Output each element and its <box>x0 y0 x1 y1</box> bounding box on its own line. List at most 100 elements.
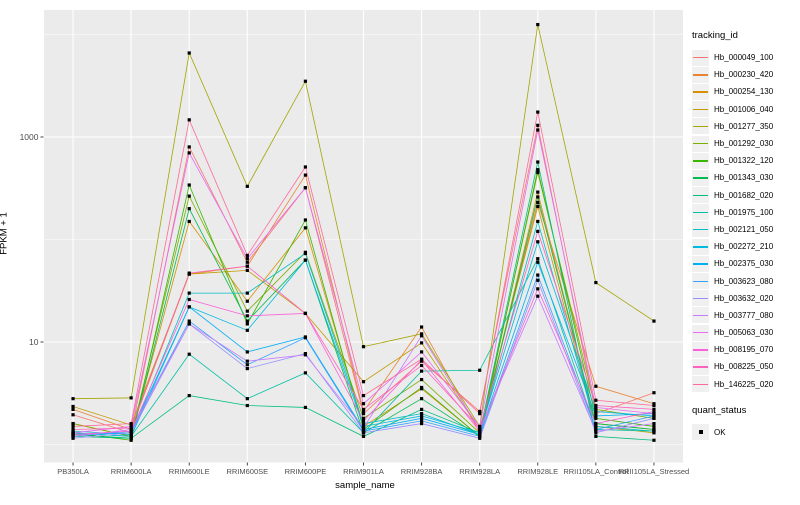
data-point <box>245 253 249 257</box>
legend-key <box>692 376 709 393</box>
legend-item-Hb_001292_030: Hb_001292_030 <box>692 135 798 152</box>
data-point <box>303 311 308 316</box>
data-point <box>652 421 656 426</box>
legend-key <box>692 187 709 204</box>
legend-item-Hb_000049_100: Hb_000049_100 <box>692 49 798 66</box>
data-point <box>187 207 191 211</box>
data-point <box>303 405 308 410</box>
legend-item-quant-OK: OK <box>692 424 798 441</box>
data-point <box>419 369 424 373</box>
legend-title-quant-status: quant_status <box>692 404 747 416</box>
data-point <box>245 291 249 295</box>
data-point <box>652 431 656 435</box>
data-point <box>419 421 424 426</box>
legend-key <box>692 101 709 118</box>
data-point <box>245 184 249 188</box>
data-point <box>303 336 308 340</box>
legend-line-swatch <box>693 332 708 334</box>
data-point <box>245 309 249 313</box>
legend-item-Hb_000230_420: Hb_000230_420 <box>692 66 798 83</box>
legend-item-Hb_003632_020: Hb_003632_020 <box>692 290 798 307</box>
data-point <box>594 421 598 426</box>
legend-line-swatch <box>693 194 708 196</box>
data-point <box>245 397 249 401</box>
legend-panel: tracking_id Hb_000049_100 Hb_000230_420 Hb… <box>692 30 798 441</box>
data-point <box>536 170 540 175</box>
data-point <box>594 414 598 418</box>
data-point <box>245 268 249 272</box>
x-tick-label: RRII105LA_Stressed <box>619 467 689 476</box>
data-point <box>187 297 191 302</box>
data-point <box>419 397 424 401</box>
data-point <box>303 173 308 177</box>
data-point <box>594 431 598 435</box>
data-point <box>303 218 308 222</box>
data-point <box>419 325 424 329</box>
legend-item-label: Hb_002121_050 <box>714 224 774 234</box>
data-point <box>187 393 191 398</box>
legend-item-label: Hb_001682_020 <box>714 190 774 200</box>
data-point <box>478 412 482 416</box>
legend-line-swatch <box>693 91 708 93</box>
data-point <box>594 427 598 432</box>
data-point <box>536 168 540 172</box>
data-point <box>71 404 75 409</box>
legend-item-label: Hb_001277_350 <box>714 121 774 131</box>
data-point <box>245 328 249 332</box>
legend-key <box>692 290 709 307</box>
data-point <box>536 160 540 164</box>
x-tick-label: RRIM901LA <box>343 467 384 476</box>
legend-item-Hb_003777_080: Hb_003777_080 <box>692 307 798 324</box>
data-point <box>187 305 191 309</box>
legend-line-swatch <box>693 125 708 128</box>
data-point <box>478 432 482 437</box>
legend-line-swatch <box>693 280 708 282</box>
data-point <box>478 434 482 438</box>
data-point <box>478 409 482 414</box>
data-point <box>245 359 249 363</box>
legend-item-label: Hb_000230_420 <box>714 70 774 80</box>
x-axis-title: sample_name <box>335 480 395 491</box>
data-point <box>361 434 366 438</box>
legend-tracking-items: Hb_000049_100 Hb_000230_420 Hb_000254_130 H… <box>692 49 798 393</box>
data-point <box>652 319 656 323</box>
data-point <box>536 195 540 199</box>
data-point <box>71 434 75 438</box>
legend-key <box>692 118 709 135</box>
legend-line-swatch <box>693 263 708 265</box>
data-point <box>419 332 424 336</box>
x-tick-label: RRIM928BA <box>401 467 443 476</box>
data-point <box>245 350 249 354</box>
data-point <box>71 413 75 417</box>
data-point <box>419 357 424 361</box>
data-point <box>187 183 191 187</box>
data-point <box>245 367 249 371</box>
legend-item-Hb_000254_130: Hb_000254_130 <box>692 83 798 100</box>
data-point <box>419 414 424 418</box>
data-point <box>652 429 656 433</box>
data-point <box>361 409 366 414</box>
legend-line-swatch <box>693 160 708 162</box>
data-point <box>419 407 424 412</box>
legend-item-label: Hb_146225_020 <box>714 379 774 389</box>
data-point <box>419 385 424 390</box>
data-point <box>594 412 598 416</box>
legend-item-Hb_002272_210: Hb_002272_210 <box>692 238 798 255</box>
x-tick-label: RRIM600SE <box>226 467 268 476</box>
y-axis-title: FPKM + 1 <box>0 212 10 255</box>
data-point <box>71 436 75 440</box>
data-point <box>245 319 249 323</box>
legend-key <box>692 221 709 238</box>
data-point <box>594 407 598 412</box>
data-point <box>536 240 540 244</box>
data-point <box>187 271 191 275</box>
legend-item-Hb_001343_030: Hb_001343_030 <box>692 169 798 186</box>
data-point <box>245 260 249 264</box>
legend-item-Hb_002121_050: Hb_002121_050 <box>692 221 798 238</box>
legend-key <box>692 424 709 441</box>
legend-item-Hb_008195_070: Hb_008195_070 <box>692 341 798 358</box>
legend-item-Hb_001975_100: Hb_001975_100 <box>692 204 798 221</box>
data-point <box>536 110 540 114</box>
data-point <box>129 426 133 430</box>
legend-item-label: Hb_001322_120 <box>714 156 774 166</box>
